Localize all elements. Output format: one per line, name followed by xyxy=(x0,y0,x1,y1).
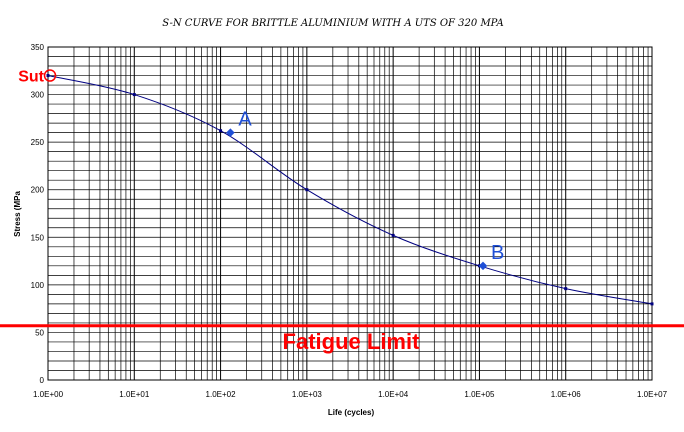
x-tick-label: 1.0E+06 xyxy=(551,390,582,399)
sut-marker-circle xyxy=(43,69,57,82)
data-point xyxy=(46,74,50,78)
annotation-layer: A B Sut Fatigue Limit xyxy=(0,69,684,354)
y-axis-label: Stress (MPa xyxy=(13,191,22,237)
data-point xyxy=(305,188,309,192)
x-tick-label: 1.0E+04 xyxy=(378,390,409,399)
x-tick-label: 1.0E+05 xyxy=(464,390,495,399)
y-tick-label: 150 xyxy=(31,233,45,242)
x-tick-label: 1.0E+02 xyxy=(206,390,237,399)
y-tick-label: 350 xyxy=(31,43,45,52)
highlight-point-marker xyxy=(478,261,488,271)
sut-label: Sut xyxy=(18,69,44,86)
x-tick-label: 1.0E+00 xyxy=(33,390,64,399)
highlight-point-label: B xyxy=(491,242,504,264)
data-point xyxy=(132,93,136,97)
x-tick-label: 1.0E+07 xyxy=(637,390,668,399)
y-tick-label: 100 xyxy=(31,281,45,290)
y-tick-label: 50 xyxy=(35,328,44,337)
x-tick-label: 1.0E+01 xyxy=(119,390,150,399)
series-line xyxy=(47,75,653,305)
data-point xyxy=(650,302,654,306)
data-point xyxy=(564,287,568,291)
x-tick-label: 1.0E+03 xyxy=(292,390,323,399)
highlight-point-marker xyxy=(226,128,235,137)
y-tick-label: 300 xyxy=(31,91,45,100)
tick-labels: 0 50 100 150 200 250 300 350 1.0E+00 1.0E+01 1.0E+… xyxy=(31,43,668,399)
fatigue-limit-label: Fatigue Limit xyxy=(283,329,421,354)
y-tick-label: 250 xyxy=(31,138,45,147)
chart-title: S-N CURVE FOR BRITTLE ALUMINIUM WITH A U… xyxy=(162,18,503,29)
y-tick-label: 0 xyxy=(40,376,45,385)
highlight-point-label: A xyxy=(238,109,252,131)
data-point xyxy=(219,129,223,133)
y-tick-label: 200 xyxy=(31,186,45,195)
data-point xyxy=(391,233,395,237)
x-axis-label: Life (cycles) xyxy=(328,408,375,417)
